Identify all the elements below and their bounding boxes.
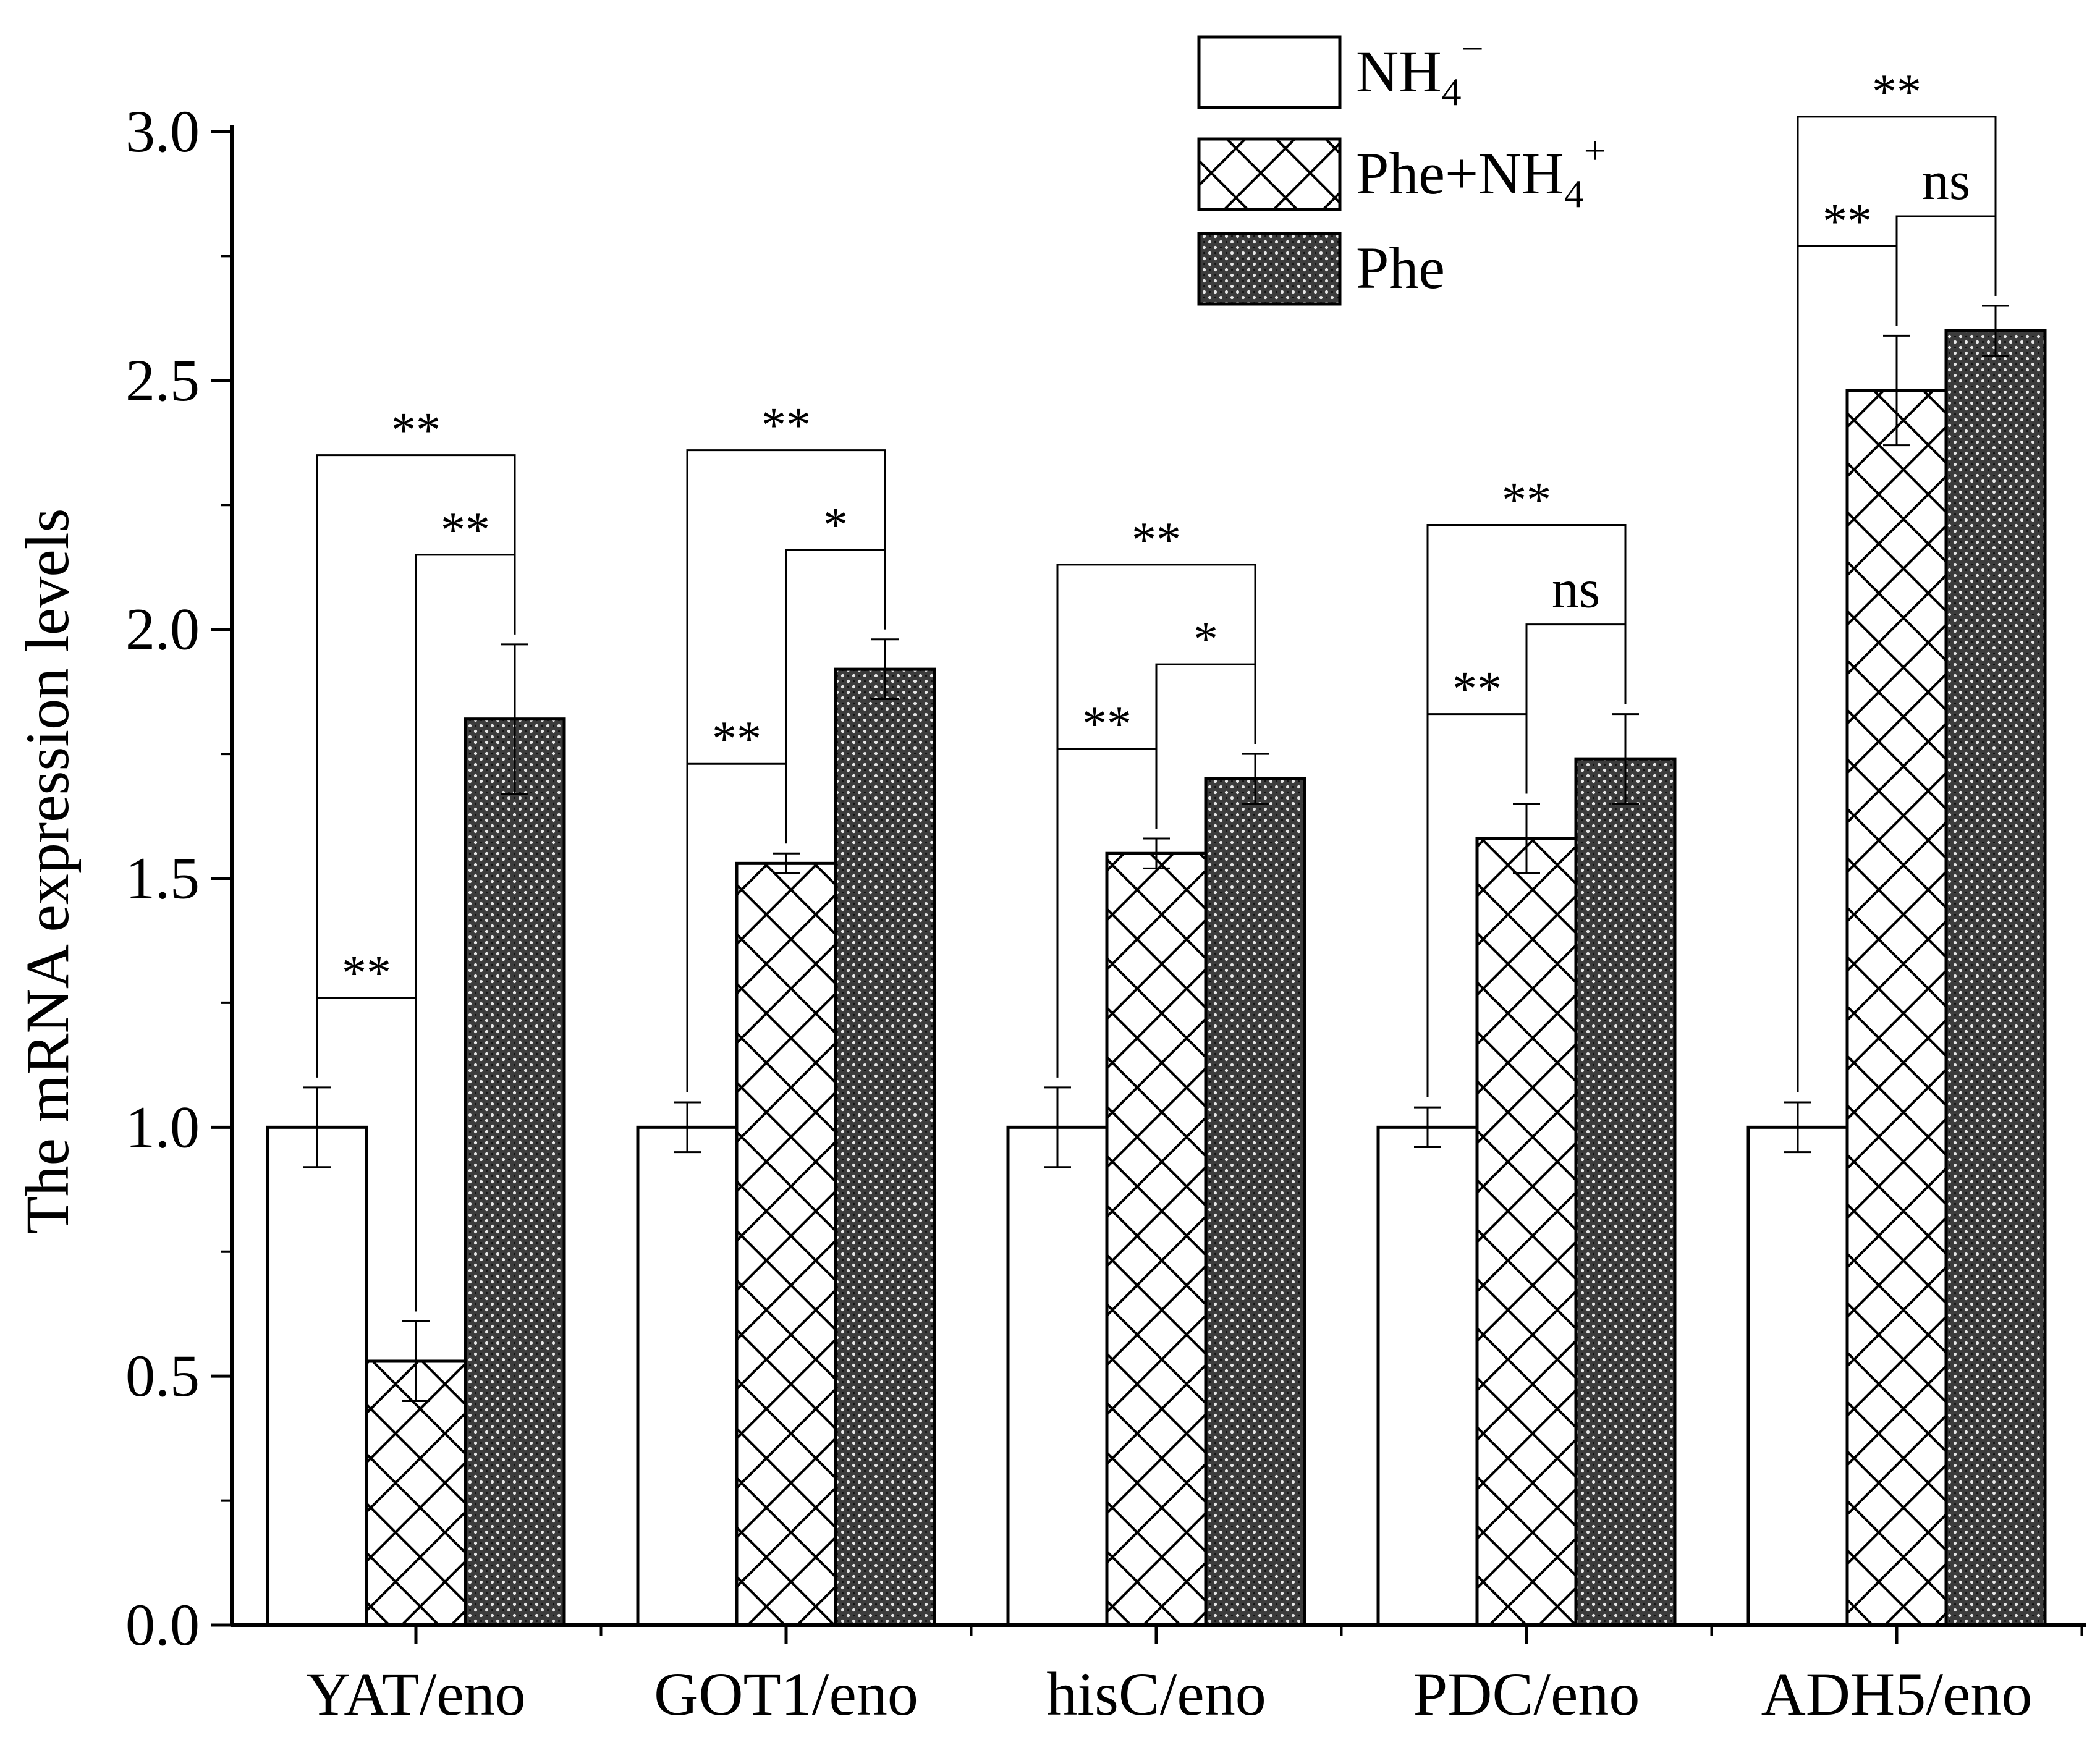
error-bar (1242, 753, 1269, 805)
significance-label: ** (1872, 65, 1921, 119)
bar (1944, 329, 2047, 1627)
x-tick-label: hisC/eno (1046, 1660, 1266, 1728)
error-bar (1414, 1106, 1441, 1149)
significance-label: ** (1082, 697, 1132, 751)
bar (1746, 1125, 1849, 1627)
error-bar (1143, 837, 1170, 869)
legend-item: Phe+NH4+ (1197, 129, 1606, 216)
error-bar (1883, 334, 1910, 447)
legend-swatch (1197, 35, 1342, 109)
significance-bracket: ** (686, 399, 886, 1092)
y-tick-label: 3.0 (125, 98, 200, 164)
bar (1845, 389, 1948, 1627)
significance-bracket: ** (316, 403, 516, 1078)
legend-label: Phe+NH4+ (1356, 129, 1606, 216)
legend-item: Phe (1197, 232, 1445, 306)
error-bars (303, 305, 2009, 1402)
error-bar (871, 638, 899, 700)
significance-bracket: * (785, 498, 886, 844)
y-tick-label: 1.5 (125, 845, 200, 911)
significance-label: ** (1502, 473, 1551, 527)
y-axis-title: The mRNA expression levels (13, 509, 82, 1235)
error-bar (1982, 305, 2009, 357)
significance-label: ** (712, 712, 761, 766)
significance-bracket: ** (686, 712, 787, 1092)
significance-label: ns (1922, 151, 1970, 211)
significance-bracket: ns (1895, 151, 1997, 326)
x-axis-labels: YAT/eno GOT1/eno hisC/eno PDC/eno ADH5/eno (306, 1660, 2032, 1728)
y-tick-label: 0.5 (125, 1343, 200, 1409)
bar (1475, 837, 1578, 1627)
y-axis-ticks: 0.0 0.5 1.0 1.5 2.0 2.5 3.0 (125, 98, 232, 1658)
legend-item: NH4− (1197, 27, 1484, 114)
bars (266, 329, 2047, 1627)
error-bar (1784, 1101, 1811, 1154)
bar (1006, 1125, 1109, 1627)
bar (1204, 777, 1306, 1627)
axes (230, 125, 2086, 1644)
bar (1376, 1125, 1479, 1627)
error-bar (501, 643, 528, 795)
bar (636, 1125, 739, 1627)
bar (1574, 757, 1677, 1627)
significance-brackets: ******************ns****ns** (316, 65, 1997, 1312)
y-tick-label: 1.0 (125, 1094, 200, 1160)
error-bar (674, 1101, 701, 1154)
x-tick-label: GOT1/eno (654, 1660, 918, 1728)
legend-label: NH4− (1356, 27, 1484, 114)
significance-label: ** (342, 946, 391, 1000)
significance-bracket: ** (1797, 65, 1997, 1092)
error-bar (303, 1086, 331, 1168)
significance-label: * (823, 498, 848, 552)
y-tick-label: 0.0 (125, 1592, 200, 1658)
x-tick-label: PDC/eno (1413, 1660, 1640, 1728)
bar (266, 1125, 368, 1627)
error-bar (402, 1320, 430, 1402)
significance-label: ** (1452, 662, 1502, 717)
significance-label: ** (441, 503, 490, 557)
significance-label: ** (391, 403, 441, 458)
significance-label: * (1193, 612, 1218, 667)
y-tick-label: 2.5 (125, 347, 200, 413)
error-bar (1044, 1086, 1071, 1168)
x-tick-label: YAT/eno (306, 1660, 526, 1728)
significance-label: ** (1132, 513, 1181, 567)
significance-bracket: ** (1426, 473, 1627, 1097)
bar (1105, 851, 1208, 1627)
bar (834, 667, 936, 1627)
y-tick-label: 2.0 (125, 596, 200, 662)
bar (464, 717, 566, 1627)
legend: NH4− Phe+NH4+ Phe (1197, 27, 1606, 306)
legend-swatch (1197, 137, 1342, 211)
significance-label: ns (1552, 560, 1600, 620)
legend-label: Phe (1356, 235, 1445, 301)
x-tick-label: ADH5/eno (1761, 1660, 2033, 1728)
significance-bracket: * (1155, 612, 1256, 829)
legend-swatch (1197, 232, 1342, 306)
error-bar (1513, 803, 1540, 874)
error-bar (773, 852, 800, 874)
bar (735, 861, 837, 1627)
significance-label: ** (1823, 194, 1872, 248)
significance-bracket: ** (1056, 513, 1256, 1078)
significance-label: ** (761, 399, 811, 453)
error-bar (1612, 713, 1639, 805)
